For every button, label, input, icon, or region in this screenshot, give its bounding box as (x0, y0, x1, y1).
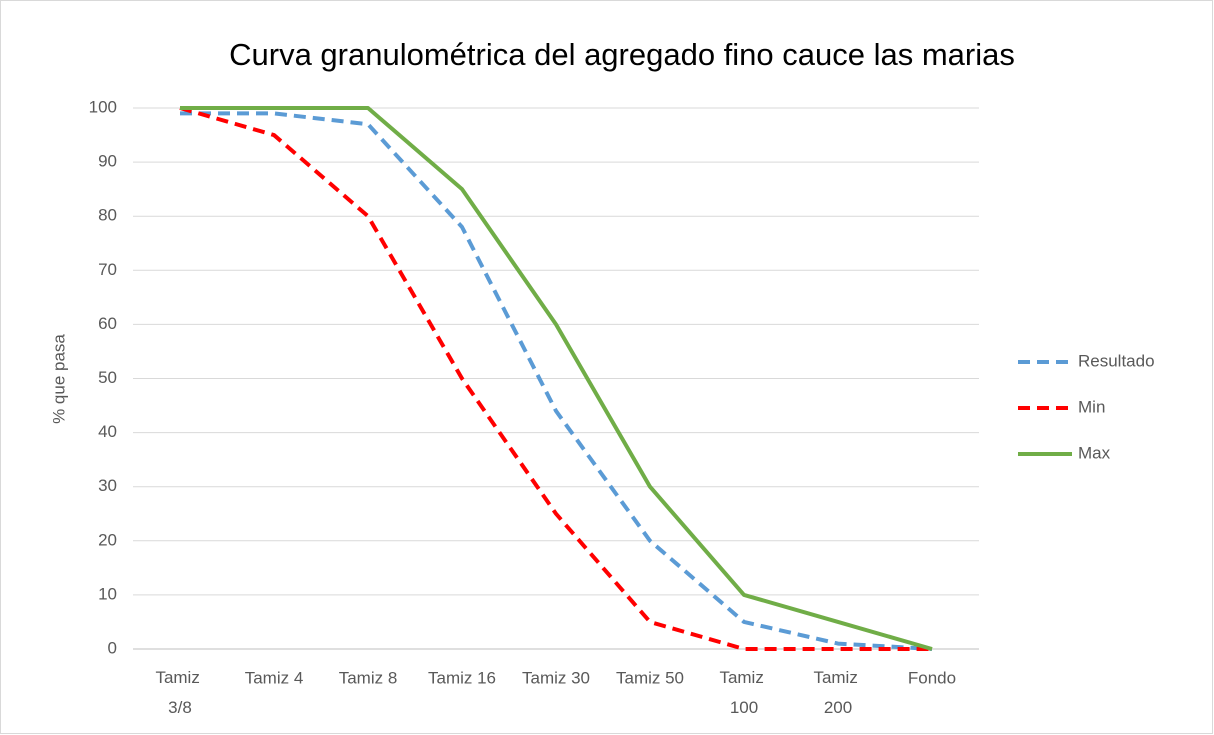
x-tick-label: Tamiz 16 (428, 668, 496, 687)
y-tick-label: 60 (98, 314, 117, 333)
y-tick-label: 30 (98, 476, 117, 495)
y-tick-label: 100 (89, 97, 117, 116)
y-tick-label: 80 (98, 206, 117, 225)
y-tick-label: 40 (98, 422, 117, 441)
x-tick-label: Tamiz 3/8 (155, 668, 204, 717)
x-tick-label: Tamiz 100 (719, 668, 768, 717)
x-tick-label: Fondo (908, 668, 956, 687)
chart-title: Curva granulométrica del agregado fino c… (229, 37, 1015, 72)
x-tick-label: Tamiz 8 (339, 668, 398, 687)
series-line (180, 106, 933, 651)
legend-label: Resultado (1078, 351, 1155, 370)
x-tick-label: Tamiz 200 (813, 668, 862, 717)
x-tick-label: Tamiz 4 (245, 668, 304, 687)
series-line (180, 111, 933, 651)
y-tick-label: 0 (108, 638, 117, 657)
y-tick-label: 50 (98, 368, 117, 387)
y-tick-label: 90 (98, 152, 117, 171)
y-tick-label: 10 (98, 584, 117, 603)
series-line (179, 106, 932, 651)
x-tick-label: Tamiz 50 (616, 668, 684, 687)
y-tick-label: 70 (98, 260, 117, 279)
y-axis-label: % que pasa (49, 334, 68, 424)
legend-label: Min (1078, 397, 1105, 416)
legend-label: Max (1078, 443, 1111, 462)
x-tick-label: Tamiz 30 (522, 668, 590, 687)
y-tick-label: 20 (98, 530, 117, 549)
